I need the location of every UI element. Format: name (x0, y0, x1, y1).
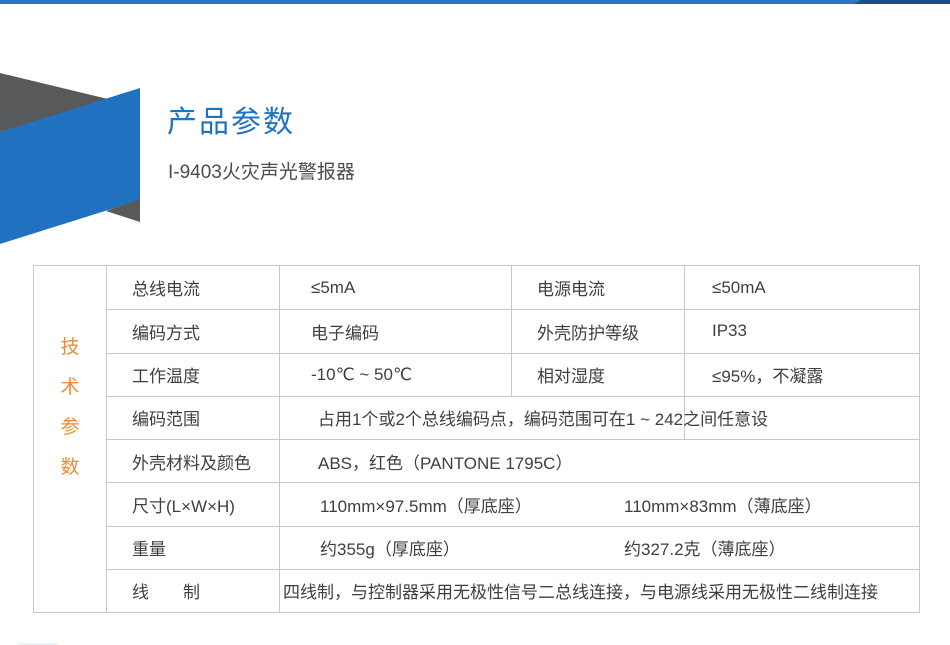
ribbon-gray-top-fold-icon (0, 73, 112, 132)
table-row-bus-current: 总线电流 ≤5mA 电源电流 ≤50mA (107, 266, 919, 310)
row-value: -10℃ ~ 50℃ (279, 353, 511, 396)
side-label-char: 数 (60, 457, 80, 478)
ribbon-blue-banner-icon (0, 88, 140, 244)
row-value: IP33 (684, 310, 919, 353)
row-label: 外壳材料及颜色 (132, 453, 251, 473)
row-value: 电子编码 (279, 310, 511, 353)
bottom-edge-shape-sliver (18, 643, 58, 645)
top-accent-bar-blue-segment (0, 0, 950, 4)
side-label-technical-parameters: 技 术 参 数 (34, 266, 107, 612)
row-value: 约355g（厚底座） (279, 526, 624, 569)
row-label: 重量 (132, 540, 166, 560)
ribbon-graphic (0, 73, 140, 244)
table-row-wiring: 线 制 四线制，与控制器采用无极性信号二总线连接，与电源线采用无极性二线制连接 (107, 568, 919, 612)
row-label: 总线电流 (132, 280, 200, 300)
row-label: 外壳防护等级 (511, 310, 684, 353)
row-value: ABS，红色（PANTONE 1795C） (279, 440, 919, 483)
table-row-housing-material: 外壳材料及颜色 ABS，红色（PANTONE 1795C） (107, 439, 919, 483)
row-label: 电源电流 (511, 266, 684, 310)
row-value: 占用1个或2个总线编码点，编码范围可在1 ~ 242之间任意设 (279, 396, 919, 439)
row-value: ≤50mA (684, 266, 919, 310)
ribbon-gray-bottom-fold-icon (106, 199, 140, 222)
row-value: 110mm×83mm（薄底座） (624, 496, 822, 516)
side-label-char: 参 (60, 417, 80, 438)
spec-table-rows: 总线电流 ≤5mA 电源电流 ≤50mA 编码方式 电子编码 外壳防护等级 IP… (107, 266, 919, 612)
row-label: 编码方式 (132, 323, 200, 343)
row-label: 编码范围 (132, 410, 200, 430)
row-label: 线 制 (132, 583, 200, 603)
row-value: 约327.2克（薄底座） (624, 540, 786, 560)
side-label-char: 技 (60, 337, 80, 358)
row-value: 110mm×97.5mm（厚底座） (279, 483, 624, 526)
table-row-weight: 重量 约355g（厚底座） 约327.2克（薄底座） (107, 525, 919, 569)
table-row-coding-method: 编码方式 电子编码 外壳防护等级 IP33 (107, 309, 919, 353)
row-value: 四线制，与控制器采用无极性信号二总线连接，与电源线采用无极性二线制连接 (279, 569, 919, 612)
row-value: ≤5mA (279, 266, 511, 310)
table-row-coding-range: 编码范围 占用1个或2个总线编码点，编码范围可在1 ~ 242之间任意设 (107, 395, 919, 439)
row-label: 工作温度 (132, 367, 200, 387)
top-accent-bar-navy-segment (854, 0, 950, 4)
row-value: ≤95%，不凝露 (684, 353, 919, 396)
top-accent-bar (0, 0, 950, 4)
table-row-operating-temperature: 工作温度 -10℃ ~ 50℃ 相对湿度 ≤95%，不凝露 (107, 352, 919, 396)
spec-table: 技 术 参 数 总线电流 ≤5mA 电源电流 ≤50mA 编码方式 电子编码 外… (33, 265, 920, 613)
row-label: 尺寸(L×W×H) (132, 496, 235, 516)
row-label: 相对湿度 (511, 353, 684, 396)
side-label-char: 术 (60, 377, 80, 398)
stray-cell-border (684, 396, 685, 439)
page-title: 产品参数 (167, 106, 295, 139)
table-row-dimensions: 尺寸(L×W×H) 110mm×97.5mm（厚底座） 110mm×83mm（薄… (107, 482, 919, 526)
page-subtitle: I-9403火灾声光警报器 (168, 162, 355, 183)
